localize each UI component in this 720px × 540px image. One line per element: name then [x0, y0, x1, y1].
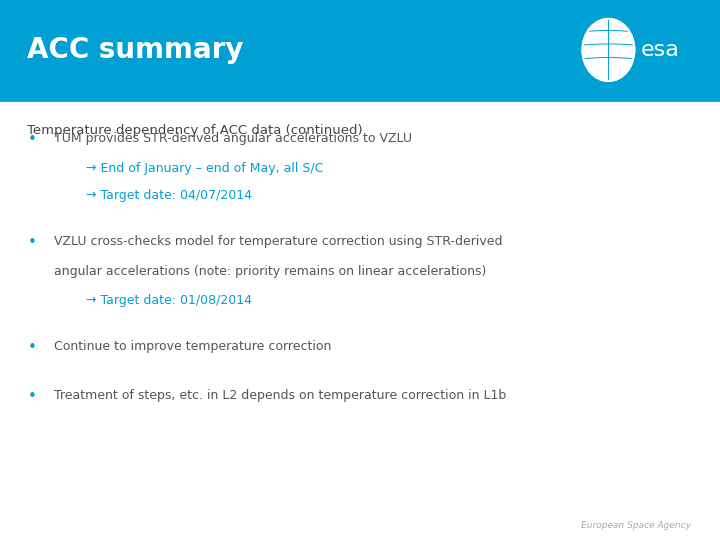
Text: → End of January – end of May, all S/C: → End of January – end of May, all S/C [86, 162, 324, 175]
Text: •: • [28, 235, 37, 250]
Text: VZLU cross-checks model for temperature correction using STR-derived: VZLU cross-checks model for temperature … [54, 235, 503, 248]
Text: •: • [28, 340, 37, 355]
Ellipse shape [582, 19, 634, 81]
Text: angular accelerations (note: priority remains on linear accelerations): angular accelerations (note: priority re… [54, 265, 487, 278]
Text: ACC summary: ACC summary [27, 36, 244, 64]
Text: European Space Agency: European Space Agency [581, 521, 691, 530]
Text: Temperature dependency of ACC data (continued): Temperature dependency of ACC data (cont… [27, 124, 363, 137]
Text: esa: esa [641, 40, 680, 60]
Text: Continue to improve temperature correction: Continue to improve temperature correcti… [54, 340, 331, 353]
Text: → Target date: 01/08/2014: → Target date: 01/08/2014 [86, 294, 253, 307]
Text: → Target date: 04/07/2014: → Target date: 04/07/2014 [86, 189, 253, 202]
Text: TUM provides STR-derived angular accelerations to VZLU: TUM provides STR-derived angular acceler… [54, 132, 412, 145]
Text: •: • [28, 132, 37, 147]
Text: Treatment of steps, etc. in L2 depends on temperature correction in L1b: Treatment of steps, etc. in L2 depends o… [54, 389, 506, 402]
Bar [0, 0, 720, 100]
Text: •: • [28, 389, 37, 404]
